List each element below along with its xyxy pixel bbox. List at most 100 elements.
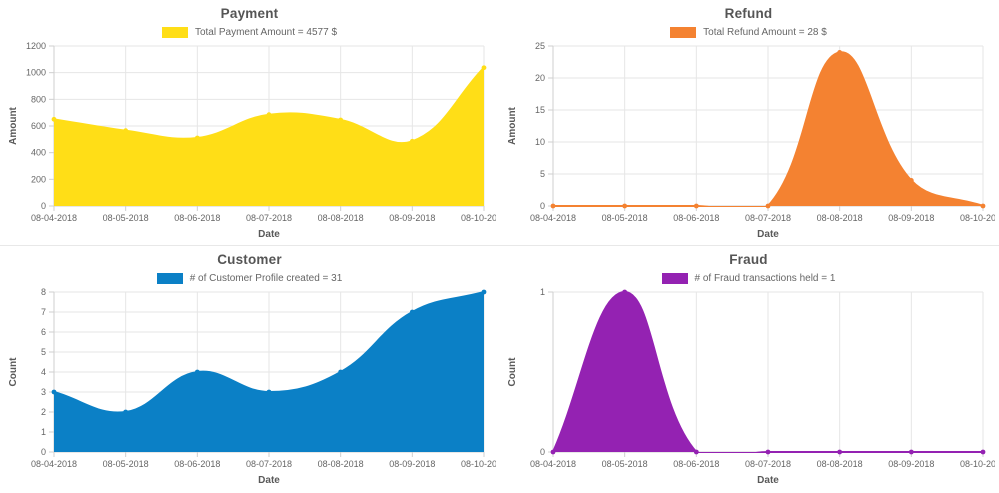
legend-label-payment: Total Payment Amount = 4577 $ <box>194 27 338 38</box>
svg-text:6: 6 <box>40 327 45 337</box>
series-line <box>552 291 983 453</box>
y-axis-title: Amount <box>8 106 19 144</box>
y-axis-title: Count <box>507 357 518 387</box>
area-fill <box>552 292 983 453</box>
svg-text:0: 0 <box>539 447 544 457</box>
svg-text:08-04-2018: 08-04-2018 <box>529 459 575 469</box>
svg-text:08-10-2018: 08-10-2018 <box>959 213 994 223</box>
x-axis-ticks: 08-04-2018 08-05-2018 08-06-2018 08-07-2018… <box>529 452 995 469</box>
x-axis-title: Date <box>757 229 779 240</box>
svg-text:800: 800 <box>30 94 45 104</box>
legend-label-fraud: # of Fraud transactions held = 1 <box>694 273 836 284</box>
legend-swatch-refund <box>670 27 697 38</box>
y-axis-title: Count <box>8 357 19 387</box>
svg-text:08-08-2018: 08-08-2018 <box>317 213 363 223</box>
bottom-chart-row: Customer # of Customer Profile created =… <box>0 246 999 493</box>
area-fill <box>552 52 983 207</box>
area-fill <box>53 67 484 206</box>
refund-area-plot[interactable]: 0 5 10 15 20 25 08-04-2018 08-05-2018 08-06-2018… <box>503 40 995 240</box>
svg-text:0: 0 <box>40 447 45 457</box>
svg-text:5: 5 <box>539 169 544 179</box>
x-axis-ticks: 08-04-2018 08-05-2018 08-06-2018 08-07-2018… <box>529 206 995 223</box>
data-points <box>550 289 985 455</box>
svg-text:1000: 1000 <box>25 68 45 78</box>
chart-title-fraud: Fraud <box>729 252 768 267</box>
chart-title-refund: Refund <box>724 6 773 21</box>
svg-text:08-04-2018: 08-04-2018 <box>30 459 76 469</box>
svg-text:08-08-2018: 08-08-2018 <box>816 213 862 223</box>
svg-text:08-10-2018: 08-10-2018 <box>460 459 495 469</box>
svg-text:3: 3 <box>40 387 45 397</box>
svg-text:08-05-2018: 08-05-2018 <box>601 213 647 223</box>
svg-text:0: 0 <box>40 201 45 211</box>
svg-text:25: 25 <box>534 41 544 51</box>
svg-text:1200: 1200 <box>25 41 45 51</box>
y-axis-title: Amount <box>507 106 518 144</box>
x-axis-ticks: 08-04-2018 08-05-2018 08-06-2018 08-07-2018… <box>30 452 496 469</box>
svg-text:08-06-2018: 08-06-2018 <box>673 459 719 469</box>
svg-text:1: 1 <box>539 287 544 297</box>
legend-swatch-customer <box>156 273 183 284</box>
y-axis-ticks: 0 5 10 15 20 25 <box>534 41 553 211</box>
chart-title-payment: Payment <box>220 6 279 21</box>
svg-text:4: 4 <box>40 367 45 377</box>
y-axis-ticks: 01 <box>539 287 553 457</box>
svg-text:200: 200 <box>30 174 45 184</box>
x-axis-ticks: 08-04-2018 08-05-2018 08-06-2018 08-07-2018… <box>30 206 496 223</box>
svg-text:08-06-2018: 08-06-2018 <box>174 459 220 469</box>
svg-text:15: 15 <box>534 105 544 115</box>
x-axis-title: Date <box>258 475 280 486</box>
y-axis-ticks: 0 200 400 600 800 1000 1200 <box>25 41 54 211</box>
x-gridlines <box>552 46 983 206</box>
svg-text:08-09-2018: 08-09-2018 <box>888 213 934 223</box>
svg-text:20: 20 <box>534 73 544 83</box>
svg-text:600: 600 <box>30 121 45 131</box>
svg-text:08-08-2018: 08-08-2018 <box>317 459 363 469</box>
svg-text:7: 7 <box>40 307 45 317</box>
chart-card-refund: Refund Total Refund Amount = 28 $ 0 5 10 15… <box>499 0 998 245</box>
svg-text:08-10-2018: 08-10-2018 <box>460 213 495 223</box>
svg-text:08-07-2018: 08-07-2018 <box>245 459 291 469</box>
top-chart-row: Payment Total Payment Amount = 4577 $ 0 2… <box>0 0 999 246</box>
svg-text:08-04-2018: 08-04-2018 <box>30 213 76 223</box>
svg-text:8: 8 <box>40 287 45 297</box>
svg-text:08-05-2018: 08-05-2018 <box>601 459 647 469</box>
x-axis-title: Date <box>757 475 779 486</box>
chart-card-payment: Payment Total Payment Amount = 4577 $ 0 2… <box>0 0 499 245</box>
svg-text:08-07-2018: 08-07-2018 <box>744 459 790 469</box>
chart-title-customer: Customer <box>217 252 282 267</box>
svg-text:08-04-2018: 08-04-2018 <box>529 213 575 223</box>
legend-payment[interactable]: Total Payment Amount = 4577 $ <box>0 26 499 39</box>
chart-card-fraud: Fraud # of Fraud transactions held = 1 0… <box>499 246 998 493</box>
svg-text:5: 5 <box>40 347 45 357</box>
svg-text:08-09-2018: 08-09-2018 <box>389 213 435 223</box>
svg-text:08-05-2018: 08-05-2018 <box>102 213 148 223</box>
area-fill <box>53 292 484 452</box>
data-points <box>51 65 486 144</box>
svg-text:0: 0 <box>539 201 544 211</box>
payment-area-plot[interactable]: 0 200 400 600 800 1000 1200 08-04-2018 08-05-201… <box>4 40 496 240</box>
svg-text:08-09-2018: 08-09-2018 <box>389 459 435 469</box>
svg-text:08-08-2018: 08-08-2018 <box>816 459 862 469</box>
svg-text:2: 2 <box>40 407 45 417</box>
x-axis-title: Date <box>258 229 280 240</box>
data-points <box>51 289 486 415</box>
svg-text:08-07-2018: 08-07-2018 <box>245 213 291 223</box>
svg-text:08-10-2018: 08-10-2018 <box>959 459 994 469</box>
svg-text:1: 1 <box>40 427 45 437</box>
legend-customer[interactable]: # of Customer Profile created = 31 <box>0 272 499 285</box>
svg-text:08-06-2018: 08-06-2018 <box>673 213 719 223</box>
svg-text:08-05-2018: 08-05-2018 <box>102 459 148 469</box>
legend-refund[interactable]: Total Refund Amount = 28 $ <box>499 26 998 39</box>
svg-text:08-06-2018: 08-06-2018 <box>174 213 220 223</box>
svg-text:08-09-2018: 08-09-2018 <box>888 459 934 469</box>
legend-swatch-fraud <box>661 273 688 284</box>
svg-text:400: 400 <box>30 148 45 158</box>
legend-label-refund: Total Refund Amount = 28 $ <box>703 27 827 38</box>
legend-label-customer: # of Customer Profile created = 31 <box>189 273 343 284</box>
y-axis-ticks: 0 1 2 3 4 5 6 7 8 <box>40 287 54 457</box>
data-points <box>550 50 985 209</box>
legend-fraud[interactable]: # of Fraud transactions held = 1 <box>499 272 998 285</box>
